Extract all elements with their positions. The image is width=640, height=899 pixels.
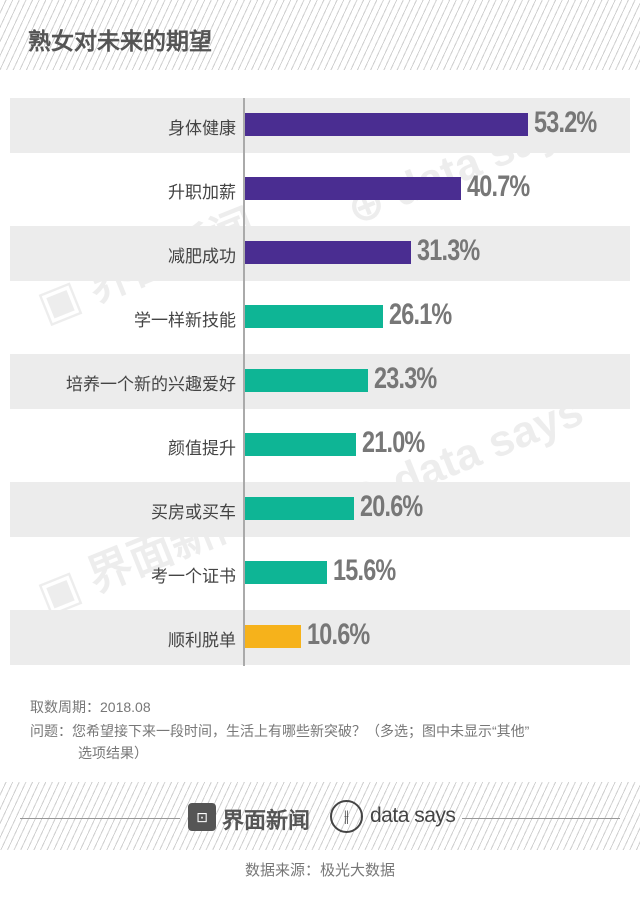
value-label: 20.6% [359, 490, 423, 523]
value-label: 10.6% [306, 618, 370, 651]
category-label: 减肥成功 [168, 247, 236, 266]
bar [244, 561, 328, 584]
brand-jiemian: 界面新闻 [222, 808, 311, 833]
question-note: 问题：您希望接下来一段时间，生活上有哪些新突破？（多选；图中未显示“其他” [30, 723, 530, 739]
category-label: 培养一个新的兴趣爱好 [66, 375, 236, 394]
jiemian-logo-icon: ⊡ [188, 803, 216, 831]
bar [244, 305, 384, 328]
title-banner [0, 0, 640, 70]
category-label: 身体健康 [168, 119, 236, 138]
value-label: 21.0% [362, 426, 425, 459]
category-label: 颜值提升 [168, 439, 236, 458]
y-axis-line [243, 98, 245, 666]
brand-datasays: data says [370, 804, 456, 827]
value-label: 26.1% [389, 298, 452, 331]
value-label: 15.6% [333, 554, 396, 587]
category-label: 考一个证书 [151, 567, 236, 586]
row-background [10, 610, 630, 665]
period-note: 取数周期：2018.08 [30, 699, 151, 715]
bar [244, 241, 412, 264]
data-source: 数据来源：极光大数据 [244, 862, 395, 879]
divider-right [462, 818, 620, 819]
value-label: 40.7% [467, 170, 530, 203]
bar [244, 113, 528, 136]
category-label: 学一样新技能 [134, 311, 236, 330]
category-label: 顺利脱单 [168, 631, 236, 650]
bar [244, 369, 369, 392]
bar [244, 625, 301, 648]
bar [244, 177, 462, 200]
category-label: 买房或买车 [151, 503, 236, 522]
bar-chart: ▣ 界面新闻 ⊕ data says ▣ 界面新闻 ⊕ data says 身体… [10, 96, 630, 666]
datasays-logo-icon: ⫲ [330, 800, 363, 833]
footer-band [0, 782, 640, 850]
chart-title: 熟女对未来的期望 [28, 28, 212, 54]
value-label: 31.3% [417, 234, 480, 267]
bar [244, 433, 357, 456]
bar [244, 497, 354, 520]
value-label: 53.2% [534, 106, 597, 139]
question-note-cont: 选项结果） [78, 745, 148, 761]
category-label: 升职加薪 [168, 183, 236, 202]
value-label: 23.3% [374, 362, 437, 395]
divider-left [20, 818, 180, 819]
